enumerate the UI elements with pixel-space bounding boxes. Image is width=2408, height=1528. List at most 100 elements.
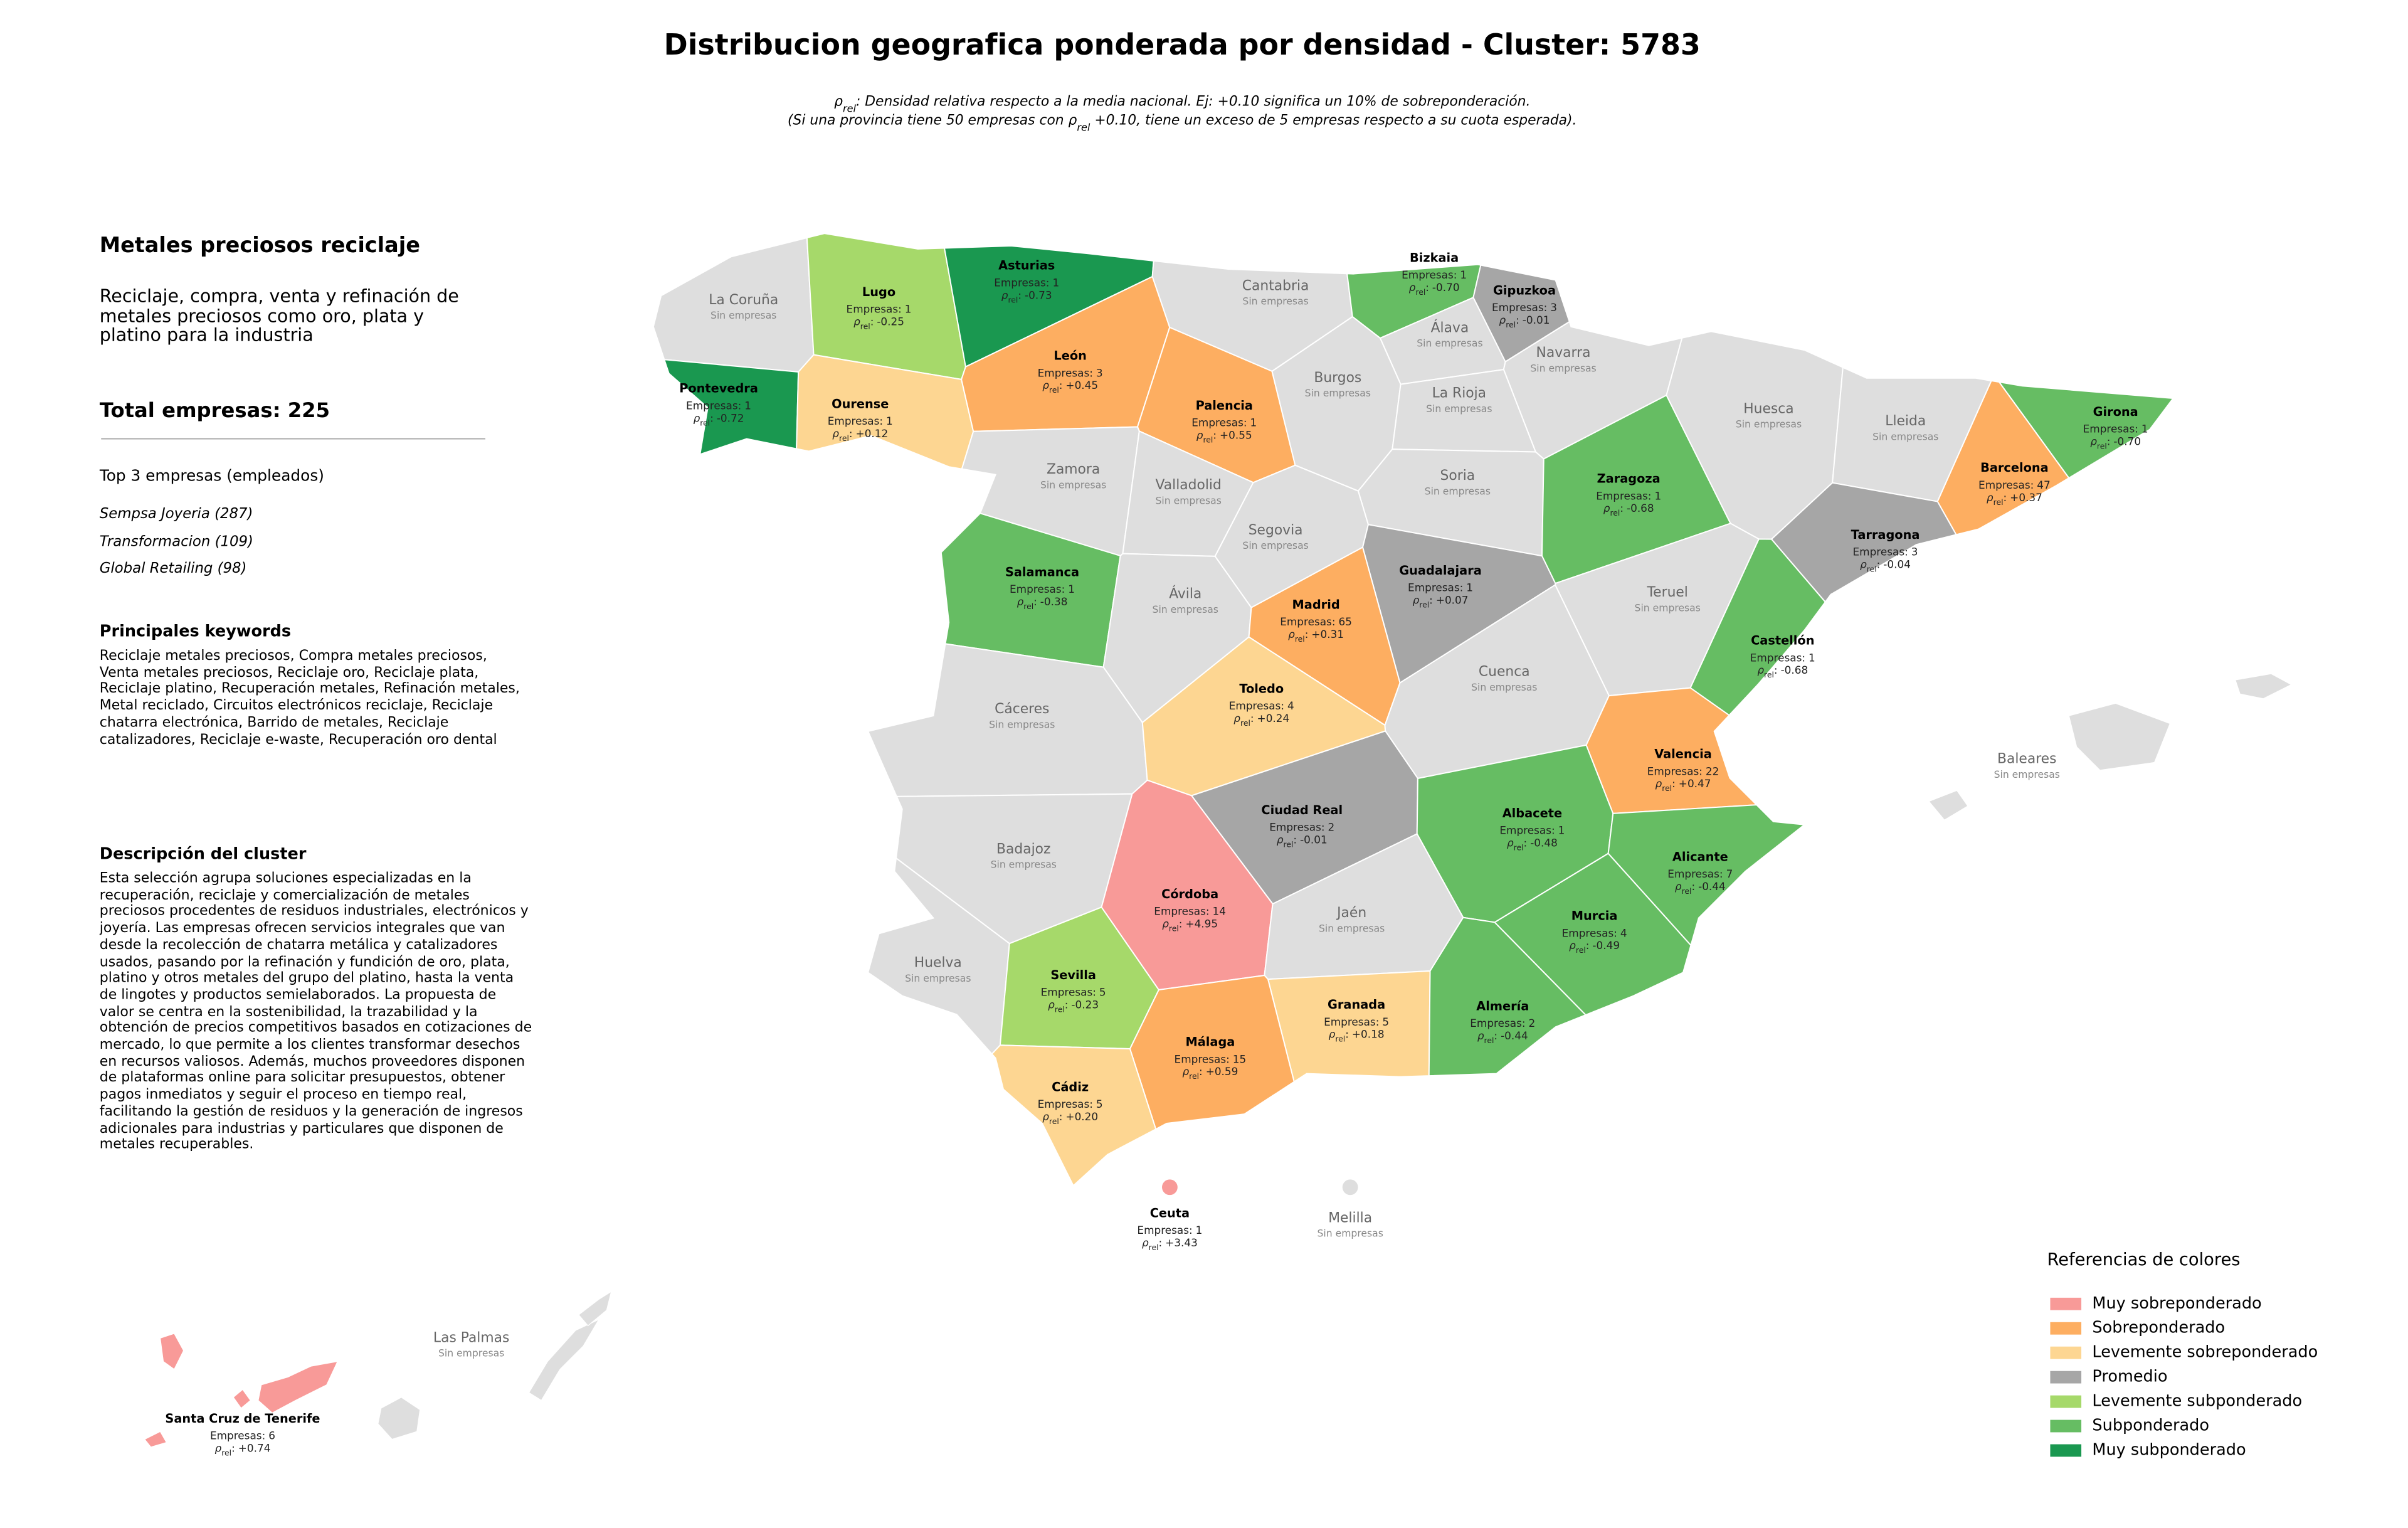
legend-swatch — [2050, 1444, 2082, 1457]
province-name: Granada — [1328, 997, 1385, 1012]
rho-separator: : — [1672, 777, 1676, 790]
rho-separator: : — [1179, 918, 1183, 930]
rho-subscript: rel — [1419, 600, 1429, 610]
no-data-label: Sin empresas — [1426, 403, 1492, 415]
count-prefix: Empresas: — [1137, 1224, 1192, 1236]
count-prefix: Empresas: — [1402, 268, 1457, 281]
province-name: Toledo — [1239, 681, 1284, 696]
rho-separator: : — [1620, 502, 1624, 514]
count-value: 1 — [2141, 423, 2148, 435]
rho-separator: : — [1494, 1029, 1497, 1042]
legend-swatch — [2050, 1322, 2082, 1335]
province-name: La Coruña — [709, 292, 778, 308]
province-name: Murcia — [1571, 909, 1618, 923]
province — [233, 1389, 251, 1409]
no-data-label: Sin empresas — [438, 1348, 504, 1359]
count-prefix: Empresas: — [1408, 581, 1463, 594]
rho-separator: : — [1065, 998, 1069, 1011]
province-rho: ρrel: +0.37 — [1987, 491, 2042, 507]
panel-total-box: Total empresas: 225 — [99, 400, 330, 423]
province-count: Empresas: 15 — [1175, 1053, 1247, 1065]
count-value: 14 — [1213, 905, 1226, 918]
count-prefix: Empresas: — [1647, 765, 1703, 777]
count-prefix: Empresas: — [1470, 1017, 1525, 1029]
rho-subscript: rel — [1049, 1117, 1059, 1126]
subscript: rel — [1077, 121, 1090, 133]
count-prefix: Empresas: — [1038, 366, 1093, 379]
rho-symbol: ρ — [1162, 918, 1169, 930]
province — [2068, 703, 2171, 771]
province-name: Soria — [1440, 468, 1476, 484]
count-value: 1 — [1654, 489, 1661, 502]
province-rho: ρrel: -0.48 — [1507, 837, 1558, 852]
cluster-description-box: Esta selección agrupa soluciones especia… — [99, 871, 532, 1154]
subtitle-text: +0.10, tiene un exceso de 5 empresas res… — [1090, 112, 1576, 128]
rho-subscript: rel — [1415, 287, 1425, 297]
province-name: Santa Cruz de Tenerife — [165, 1411, 320, 1426]
province-name: Segovia — [1249, 523, 1303, 538]
count-value: 1 — [886, 415, 893, 427]
rho-subscript: rel — [1055, 1004, 1065, 1014]
count-value: 22 — [1706, 765, 1719, 777]
count-prefix: Empresas: — [1229, 699, 1284, 712]
province-name: Sevilla — [1050, 968, 1096, 982]
panel-description-box: Reciclaje, compra, venta y refinación de… — [100, 286, 459, 344]
rho-separator: : — [1213, 429, 1217, 442]
no-data-label: Sin empresas — [1417, 338, 1482, 349]
province-count: Empresas: 1 — [994, 276, 1059, 289]
rho-separator: : — [231, 1441, 235, 1454]
no-data-label: Sin empresas — [1040, 479, 1106, 491]
count-value: 1 — [744, 399, 751, 411]
province-name: Valladolid — [1156, 477, 1222, 493]
legend-title: Referencias de colores — [2047, 1250, 2240, 1270]
province-name: Las Palmas — [433, 1330, 509, 1345]
rho-symbol: ρ — [694, 411, 700, 424]
count-prefix: Empresas: — [1978, 479, 2034, 491]
rho-subscript: rel — [1023, 602, 1033, 611]
subtitle: ρrel: Densidad relativa respecto a la me… — [788, 94, 1576, 133]
province-name: Valencia — [1654, 747, 1712, 761]
count-value: 65 — [1339, 615, 1352, 628]
rho-symbol: ρ — [1042, 379, 1049, 391]
rho-value: -0.23 — [1071, 998, 1099, 1011]
province-name: Cuenca — [1479, 664, 1530, 680]
count-value: 1 — [1196, 1224, 1203, 1236]
subtitle-line: (Si una provincia tiene 50 empresas con … — [788, 112, 1576, 133]
province-name: Huesca — [1743, 401, 1793, 416]
legend-swatch — [2050, 1395, 2082, 1408]
legend-swatch — [2050, 1297, 2082, 1310]
province-rho: ρrel: -0.70 — [1409, 281, 1460, 297]
rho-value: -0.72 — [717, 411, 744, 424]
count-value: 4 — [1620, 926, 1627, 939]
rho-separator: : — [1691, 880, 1695, 893]
province — [144, 1431, 167, 1448]
province — [663, 359, 800, 455]
rho-subscript: rel — [1610, 508, 1620, 517]
province-rho: ρrel: -0.49 — [1569, 939, 1620, 955]
rho-symbol: ρ — [1329, 1028, 1336, 1041]
rho-symbol: ρ — [1603, 502, 1610, 514]
rho-value: +0.37 — [2010, 491, 2042, 504]
no-data-label: Sin empresas — [1153, 604, 1218, 615]
province-count: Empresas: 2 — [1269, 821, 1334, 834]
count-value: 3 — [1911, 546, 1918, 558]
rho-symbol: ρ — [1277, 834, 1284, 846]
province-rho: ρrel: +0.18 — [1329, 1028, 1385, 1044]
rho-symbol: ρ — [1656, 777, 1662, 790]
province-name: Burgos — [1314, 370, 1361, 386]
rho-subscript: rel — [1149, 1243, 1159, 1252]
rho-symbol: ρ — [1409, 281, 1416, 294]
subscript: rel — [843, 102, 857, 114]
legend-swatch — [2050, 1346, 2082, 1359]
total-label: Total empresas: — [99, 400, 281, 423]
rho-subscript: rel — [1284, 840, 1294, 849]
rho-separator: : — [1345, 1028, 1349, 1041]
province-rho: ρrel: +4.95 — [1162, 918, 1218, 933]
province-count: Empresas: 1 — [828, 415, 893, 427]
cluster-description: Esta selección agrupa soluciones especia… — [99, 871, 532, 1154]
count-prefix: Empresas: — [1853, 546, 1908, 558]
province — [1162, 1179, 1178, 1196]
count-value: 15 — [1233, 1053, 1246, 1065]
